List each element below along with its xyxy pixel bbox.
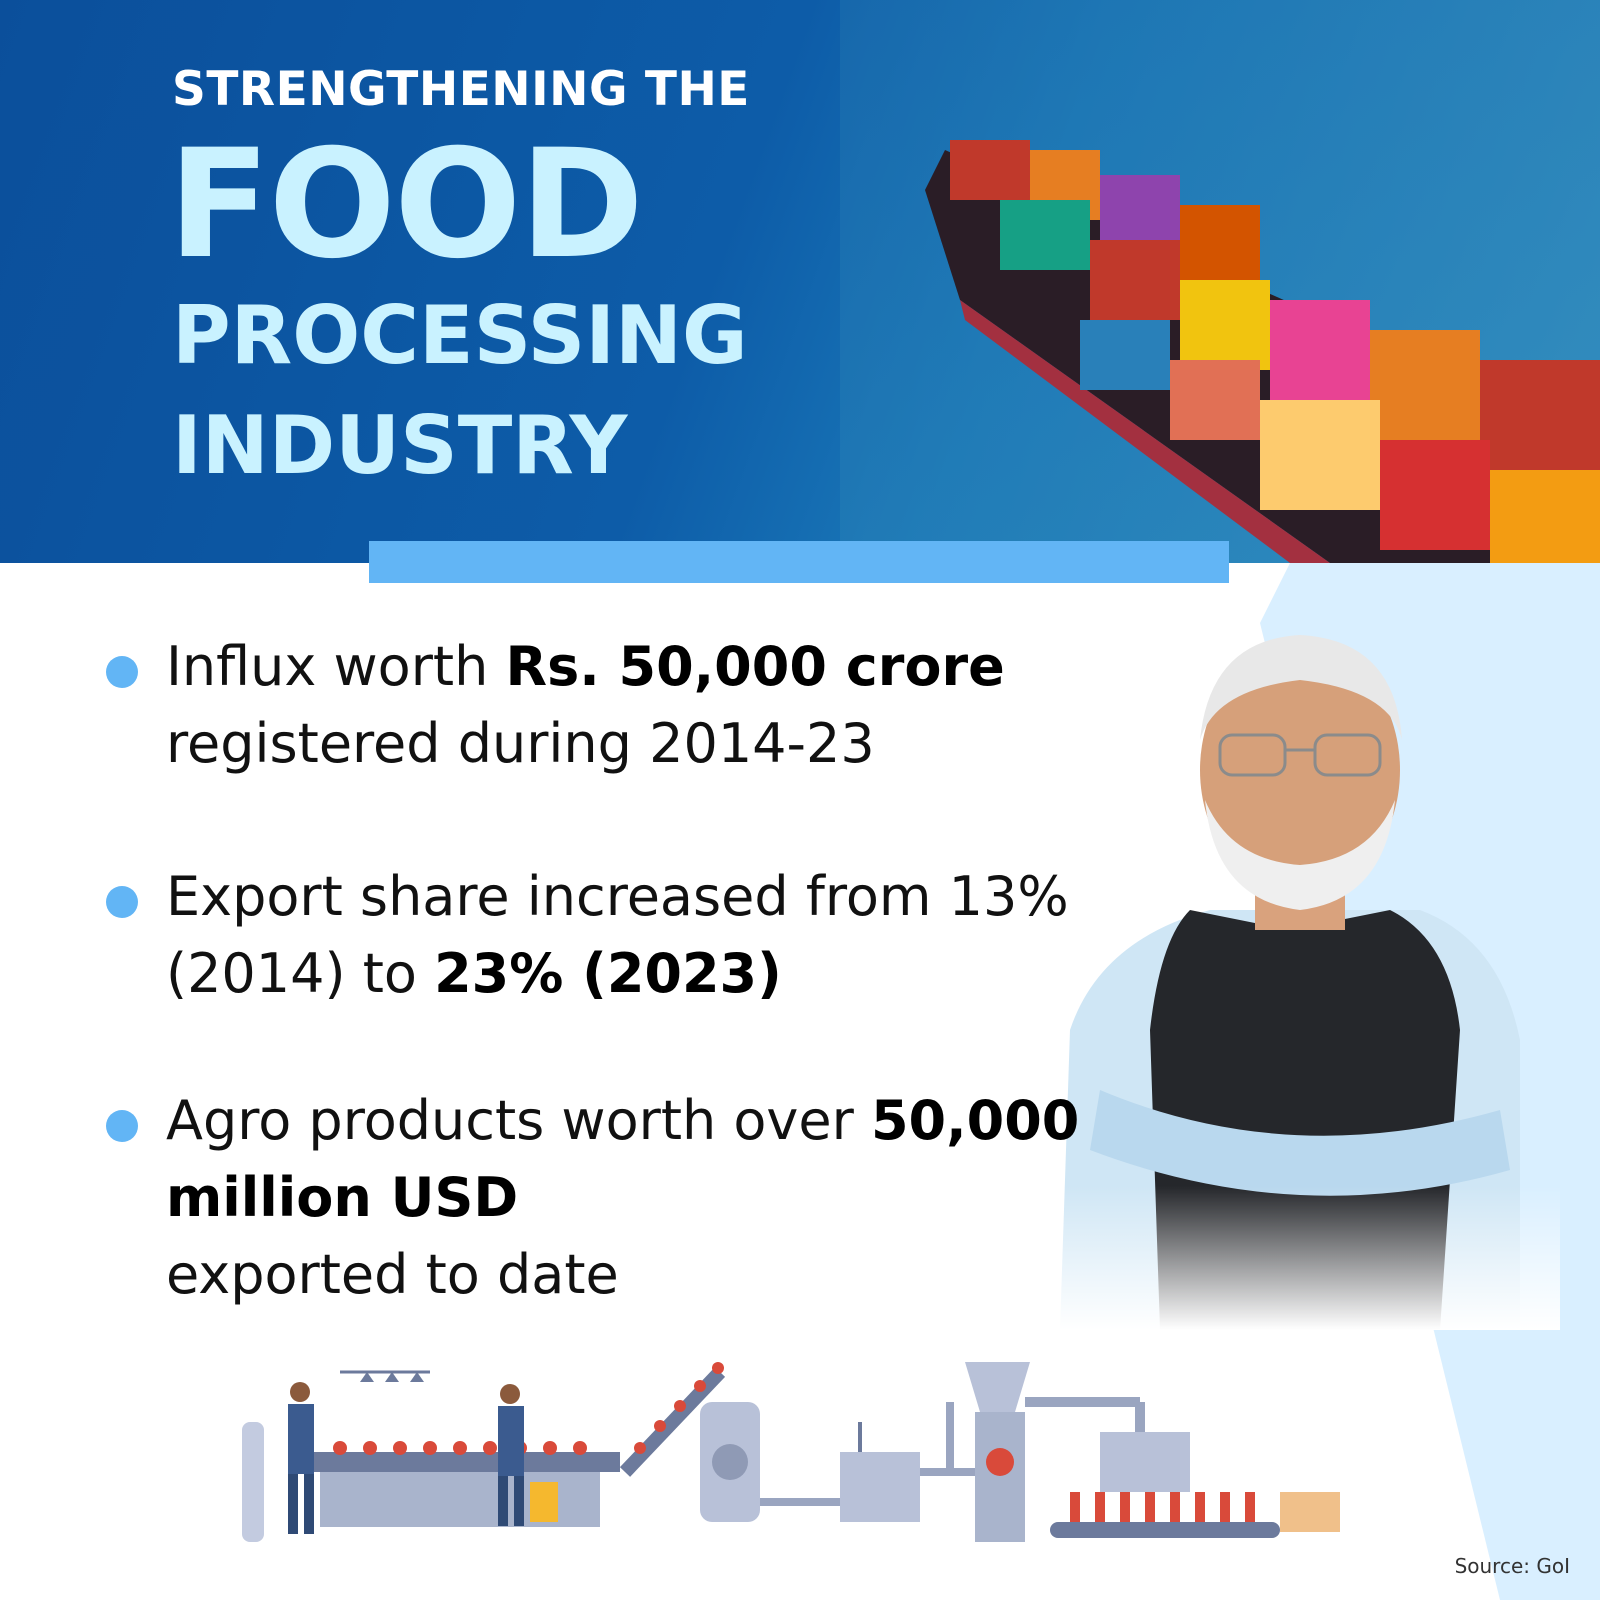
bullet-dot — [106, 1110, 138, 1142]
bullet-dot — [106, 886, 138, 918]
hero-banner: STRENGTHENING THE FOOD PROCESSING INDUST… — [0, 0, 1600, 563]
food-processing-illustration — [242, 1362, 1340, 1542]
title-line-food: FOOD — [168, 118, 644, 292]
portrait-image — [1040, 610, 1560, 1330]
bullet-item-influx: Influx worth Rs. 50,000 crore registered… — [100, 628, 1005, 782]
title-line-industry: INDUSTRY — [172, 399, 628, 492]
accent-bar — [369, 541, 1229, 583]
bullet-text: Agro products worth over 50,000 million … — [166, 1089, 1080, 1306]
title-line-strengthening: STRENGTHENING THE — [172, 62, 750, 117]
bullet-dot — [106, 656, 138, 688]
title-line-processing: PROCESSING — [172, 289, 748, 382]
source-credit: Source: GoI — [1454, 1554, 1570, 1578]
bullet-item-agro-products: Agro products worth over 50,000 million … — [100, 1082, 1140, 1313]
bullet-text: Export share increased from 13% (2014) t… — [166, 865, 1069, 1005]
bullet-item-export-share: Export share increased from 13% (2014) t… — [100, 858, 1140, 1012]
cargo-ship-photo — [840, 0, 1600, 563]
bullet-text: Influx worth Rs. 50,000 crore registered… — [166, 635, 1005, 775]
